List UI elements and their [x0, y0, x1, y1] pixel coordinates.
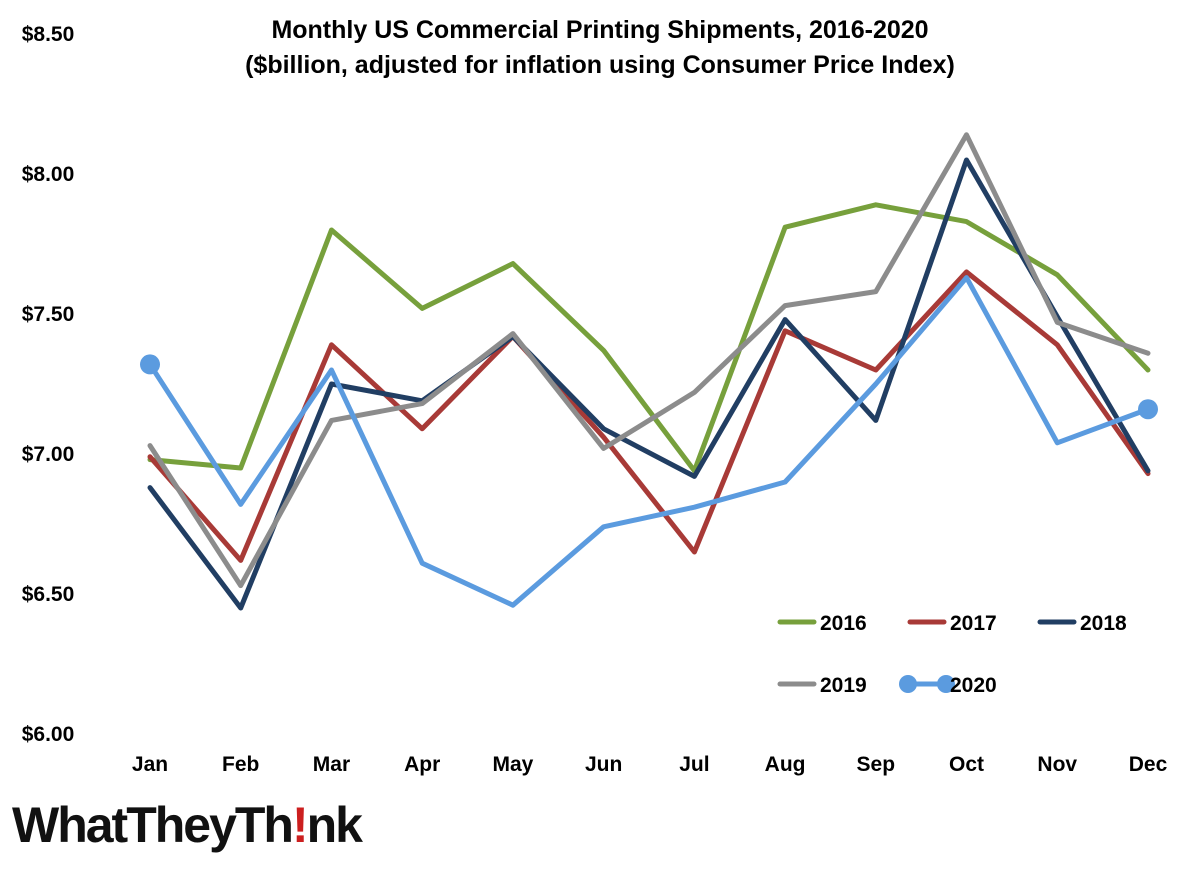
series-lines	[140, 132, 1158, 611]
logo-exclamation: !	[291, 797, 309, 853]
series-line-2017	[147, 269, 1151, 563]
y-tick-label: $6.00	[22, 723, 75, 746]
legend-marker-2020	[899, 675, 917, 693]
x-axis-ticks: Jan Feb Mar Apr May Jun Jul Aug Sep Oct Nov Dec	[132, 753, 1168, 776]
y-tick-label: $8.50	[22, 23, 75, 46]
y-axis-ticks: $6.00 $6.50 $7.00 $7.50 $8.00 $8.50	[22, 23, 75, 746]
chart-title-line-2: ($billion, adjusted for inflation using …	[245, 51, 955, 79]
chart-title: Monthly US Commercial Printing Shipments…	[245, 16, 955, 79]
series-point-2020	[140, 354, 160, 375]
legend-label-2019: 2019	[820, 674, 867, 697]
legend-label-2016: 2016	[820, 612, 867, 635]
series-line-2020	[147, 275, 1151, 608]
series-line-2019	[147, 132, 1151, 589]
y-tick-label: $7.00	[22, 443, 75, 466]
x-tick-label: Jan	[132, 753, 168, 776]
x-tick-label: May	[492, 753, 533, 776]
x-tick-label: Dec	[1129, 753, 1168, 776]
x-tick-label: Mar	[313, 753, 350, 776]
x-tick-label: Sep	[857, 753, 896, 776]
x-tick-label: Feb	[222, 753, 259, 776]
legend-label-2020: 2020	[950, 674, 997, 697]
series-line-2016	[147, 202, 1151, 474]
chart-title-line-1: Monthly US Commercial Printing Shipments…	[271, 16, 928, 44]
y-tick-label: $8.00	[22, 163, 75, 186]
series-point-2020	[1138, 399, 1158, 420]
y-tick-label: $7.50	[22, 303, 75, 326]
x-tick-label: Jun	[585, 753, 622, 776]
legend-label-2017: 2017	[950, 612, 997, 635]
x-tick-label: Oct	[949, 753, 984, 776]
y-tick-label: $6.50	[22, 583, 75, 606]
x-tick-label: Aug	[765, 753, 806, 776]
x-tick-label: Jul	[679, 753, 709, 776]
whattheythink-logo: WhatTheyTh!nk	[12, 797, 363, 853]
legend-marker-2020	[937, 675, 955, 693]
x-tick-label: Apr	[404, 753, 440, 776]
logo-text-before: WhatTheyTh	[12, 797, 294, 853]
legend-label-2018: 2018	[1080, 612, 1127, 635]
series-line-2018	[147, 157, 1151, 611]
x-tick-label: Nov	[1037, 753, 1077, 776]
legend: 2016 2017 2018 2019 2020	[777, 612, 1127, 697]
logo-text-after: nk	[306, 797, 363, 853]
